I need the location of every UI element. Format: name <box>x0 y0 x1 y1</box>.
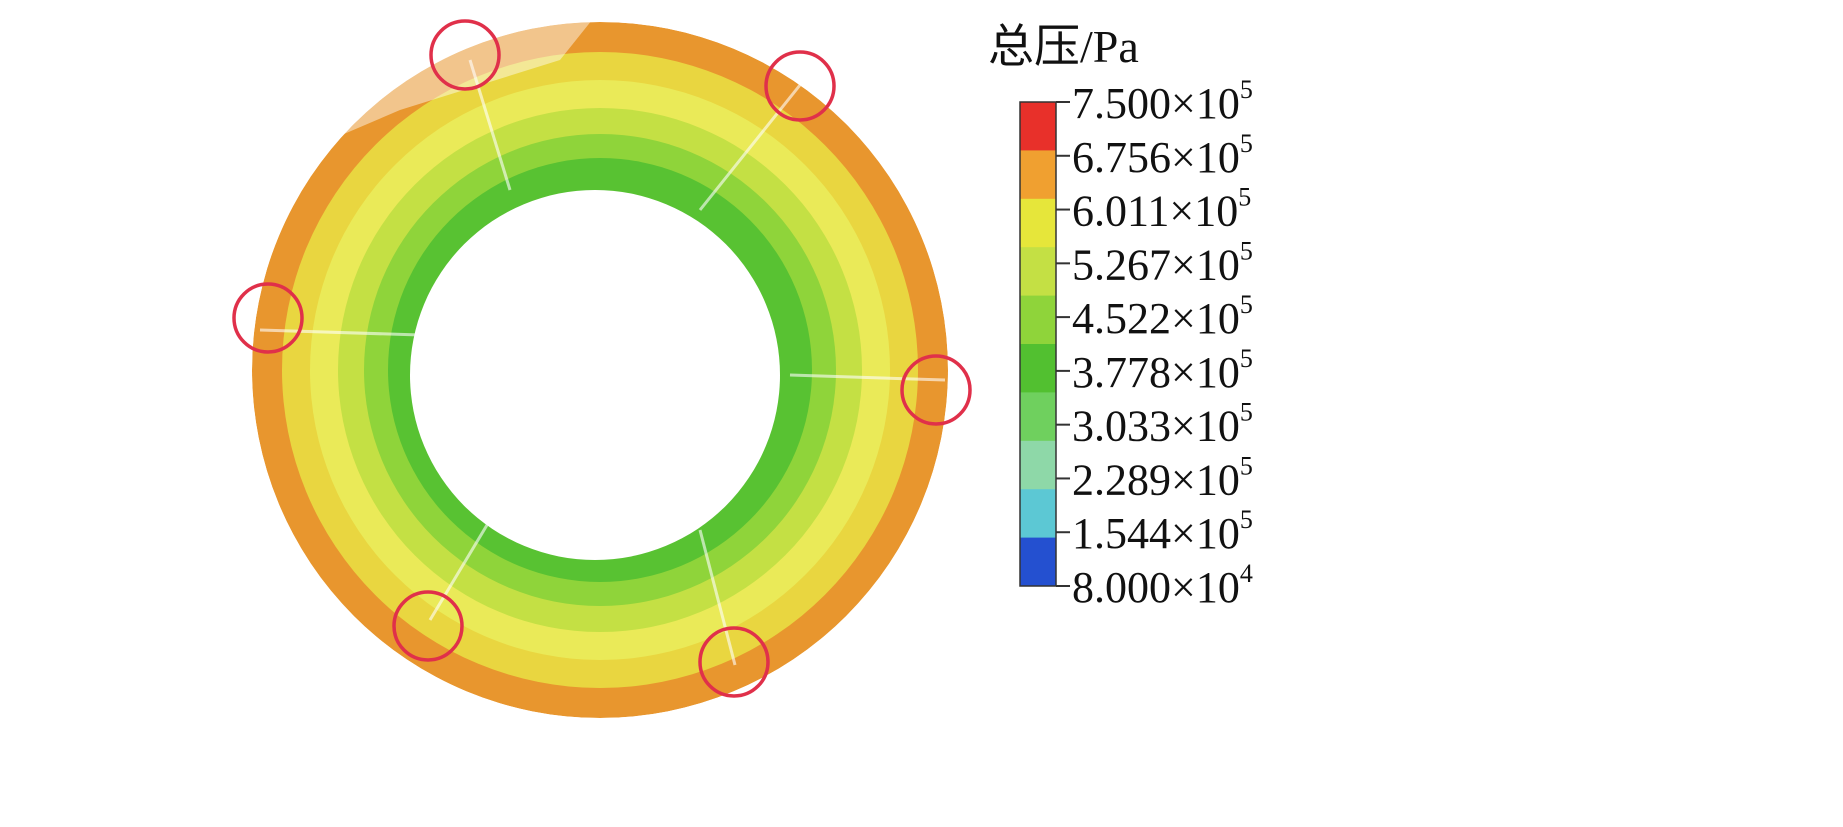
exponent: 4 <box>1240 559 1253 588</box>
times-base: ×10 <box>1171 133 1240 182</box>
colorbar-band <box>1020 102 1056 151</box>
exponent: 5 <box>1240 129 1253 158</box>
colorbar-band <box>1020 247 1056 297</box>
mantissa: 2.289 <box>1072 455 1171 504</box>
colorbar-band <box>1020 392 1056 442</box>
colorbar-tick-label: 5.267×105 <box>1072 236 1253 289</box>
exponent: 5 <box>1240 398 1253 427</box>
times-base: ×10 <box>1171 509 1240 558</box>
contour-ring <box>252 22 948 718</box>
exponent: 5 <box>1240 75 1253 104</box>
exponent: 5 <box>1240 451 1253 480</box>
colorbar-band <box>1020 150 1056 200</box>
times-base: ×10 <box>1169 187 1238 236</box>
colorbar-band <box>1020 537 1056 587</box>
times-base: ×10 <box>1171 240 1240 289</box>
colorbar-tick-label: 4.522×105 <box>1072 290 1253 343</box>
exponent: 5 <box>1240 344 1253 373</box>
mantissa: 1.544 <box>1072 509 1171 558</box>
times-base: ×10 <box>1171 402 1240 451</box>
colorbar-tick-label: 2.289×105 <box>1072 451 1253 504</box>
colorbar-band <box>1020 198 1056 248</box>
legend-title: 总压/Pa <box>988 21 1139 72</box>
mantissa: 8.000 <box>1072 563 1171 612</box>
colorbar-band <box>1020 489 1056 539</box>
exponent: 5 <box>1240 290 1253 319</box>
colorbar-tick-label: 8.000×104 <box>1072 559 1253 612</box>
mantissa: 5.267 <box>1072 240 1171 289</box>
mantissa: 6.011 <box>1072 187 1169 236</box>
times-base: ×10 <box>1171 455 1240 504</box>
colorbar-tick-label: 7.500×105 <box>1072 75 1253 128</box>
exponent: 5 <box>1240 236 1253 265</box>
exponent: 5 <box>1240 505 1253 534</box>
colorbar-band <box>1020 295 1056 345</box>
mantissa: 3.778 <box>1072 348 1171 397</box>
mantissa: 7.500 <box>1072 79 1171 128</box>
colorbar: 7.500×1056.756×1056.011×1055.267×1054.52… <box>1019 75 1253 612</box>
highlight-circles <box>232 19 972 698</box>
colorbar-tick-label: 6.756×105 <box>1072 129 1253 182</box>
mantissa: 6.756 <box>1072 133 1171 182</box>
mantissa: 3.033 <box>1072 402 1171 451</box>
colorbar-tick-label: 3.778×105 <box>1072 344 1253 397</box>
times-base: ×10 <box>1171 79 1240 128</box>
colorbar-band <box>1020 344 1056 393</box>
colorbar-frame <box>1019 101 1057 587</box>
colorbar-tick-label: 3.033×105 <box>1072 398 1253 451</box>
times-base: ×10 <box>1171 348 1240 397</box>
colorbar-tick-label: 6.011×105 <box>1072 183 1251 236</box>
times-base: ×10 <box>1171 563 1240 612</box>
colorbar-tick-label: 1.544×105 <box>1072 505 1253 558</box>
times-base: ×10 <box>1171 294 1240 343</box>
exponent: 5 <box>1238 183 1251 212</box>
colorbar-band <box>1020 440 1056 490</box>
mantissa: 4.522 <box>1072 294 1171 343</box>
